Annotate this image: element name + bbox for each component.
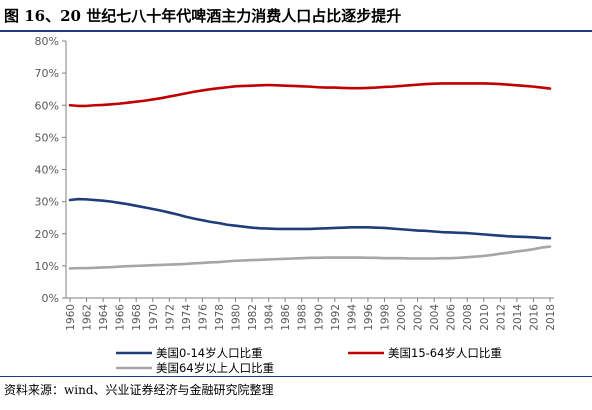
y-tick-label: 40% xyxy=(35,164,59,177)
chart-axes: 0% 10% 20% 30% 40% 50% 60% 70% 80% 1960 1962 1964 19… xyxy=(35,35,557,331)
y-tick-label: 30% xyxy=(35,196,59,209)
x-tick-label: 1982 xyxy=(247,304,259,331)
y-tick-label: 0% xyxy=(42,292,59,305)
x-tick-label: 2006 xyxy=(446,304,458,331)
x-tick-label: 1972 xyxy=(164,304,176,331)
y-tick-label: 80% xyxy=(35,35,59,48)
series-line-0 xyxy=(68,197,552,240)
x-tick-label: 2014 xyxy=(512,304,524,331)
x-tick-label: 1980 xyxy=(231,304,243,331)
legend-label-0: 美国0-14岁人口比重 xyxy=(156,346,263,360)
x-tick-label: 2004 xyxy=(429,304,441,331)
x-tick-label: 1974 xyxy=(181,304,193,331)
x-tick-label: 2012 xyxy=(495,304,507,331)
title-rule xyxy=(0,30,592,32)
y-tick-label: 50% xyxy=(35,131,59,144)
x-tick-label: 1960 xyxy=(65,304,77,331)
x-tick-label: 2016 xyxy=(528,304,540,331)
x-tick-label: 1976 xyxy=(197,304,209,331)
x-tick-label: 2000 xyxy=(396,304,408,331)
x-tick-label: 1998 xyxy=(379,304,391,331)
x-tick-label: 1966 xyxy=(115,304,127,331)
x-tick-label: 2008 xyxy=(462,304,474,331)
x-tick-label: 2018 xyxy=(545,304,557,331)
legend-label-1: 美国15-64岁人口比重 xyxy=(388,346,502,360)
x-tick-label: 1962 xyxy=(82,304,94,331)
x-tick-label: 1990 xyxy=(313,304,325,331)
y-tick-label: 70% xyxy=(35,67,59,80)
x-tick-label: 1968 xyxy=(131,304,143,331)
x-tick-label: 1992 xyxy=(330,304,342,331)
x-tick-label: 2010 xyxy=(479,304,491,331)
x-tick-label: 1970 xyxy=(148,304,160,331)
figure-title: 图 16、20 世纪七八十年代啤酒主力消费人口占比逐步提升 xyxy=(4,7,402,25)
x-tick-label: 1964 xyxy=(98,304,110,331)
x-tick-label: 1996 xyxy=(363,304,375,331)
chart-series xyxy=(68,82,552,270)
y-tick-label: 20% xyxy=(35,228,59,241)
y-tick-label: 10% xyxy=(35,260,59,273)
x-tick-label: 1994 xyxy=(346,304,358,331)
legend-label-2: 美国64岁以上人口比重 xyxy=(156,361,274,375)
x-tick-label: 1978 xyxy=(214,304,226,331)
x-tick-label: 1984 xyxy=(264,304,276,331)
x-tick-label: 1988 xyxy=(297,304,309,331)
source-note: 资料来源：wind、兴业证券经济与金融研究院整理 xyxy=(4,383,274,397)
source-rule xyxy=(0,376,592,377)
x-tick-label: 1986 xyxy=(280,304,292,331)
series-line-1 xyxy=(68,82,552,108)
series-line-2 xyxy=(68,245,552,270)
x-tick-label: 2002 xyxy=(413,304,425,331)
y-tick-label: 60% xyxy=(35,99,59,112)
line-chart: 0% 10% 20% 30% 40% 50% 60% 70% 80% 1960 1962 1964 19… xyxy=(35,35,557,375)
